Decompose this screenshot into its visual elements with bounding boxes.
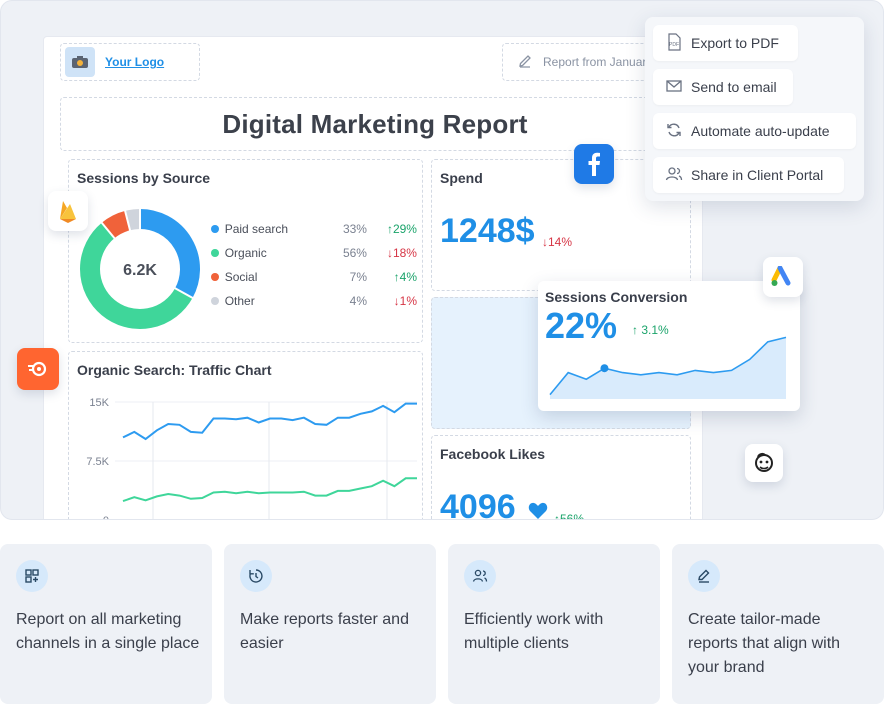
feature-card: Make reports faster and easier [224,544,436,704]
spend-value: 1248$ [440,212,535,250]
facebook-delta: ↑56% [554,512,585,520]
legend-percent: 33% [342,222,367,236]
share-portal-button[interactable]: Share in Client Portal [653,157,844,193]
svg-text:PDF: PDF [669,42,679,48]
heart-icon [528,502,548,519]
sessions-donut-chart: 6.2K [80,208,200,329]
legend-dot [211,249,219,257]
donut-separator [123,209,132,232]
organic-title: Organic Search: Traffic Chart [77,362,272,378]
hero-panel: Your Logo Report from January Digital Ma… [0,0,884,520]
feature-card: Create tailor-made reports that align wi… [672,544,884,704]
legend-percent: 4% [349,294,367,308]
sessions-title: Sessions by Source [77,170,211,186]
report-preview: Your Logo Report from January Digital Ma… [43,36,703,520]
organic-traffic-chart: 15K 7.5K 0 [86,397,417,520]
report-title: Digital Marketing Report [222,108,528,139]
facebook-likes-widget: Facebook Likes 4096 ↑56% [431,435,691,520]
legend-dot [211,297,219,305]
menu-item-label: Export to PDF [691,35,779,51]
export-menu: PDF Export to PDF Send to email Automate… [645,17,864,201]
facebook-title: Facebook Likes [440,446,546,462]
conversion-area-chart [549,336,787,399]
feature-card: Efficiently work with multiple clients [448,544,660,704]
conversion-delta: ↑ 3.1% [632,323,669,337]
feature-text: Efficiently work with multiple clients [464,611,604,652]
legend-percent: 56% [342,246,367,260]
area-line [549,336,787,396]
pdf-icon: PDF [665,32,683,54]
export-pdf-button[interactable]: PDF Export to PDF [653,25,798,61]
conversion-value: 22% [545,305,618,346]
series-line [122,477,417,503]
google-ads-icon [763,257,803,297]
donut-slice [139,209,200,298]
highlight-point [600,364,609,373]
mailchimp-icon [745,444,783,482]
send-email-button[interactable]: Send to email [653,69,793,105]
donut-slice [80,222,193,329]
legend-row: Other 4% ↓1% [211,292,417,310]
report-title-box[interactable]: Digital Marketing Report [60,97,690,151]
legend-label: Organic [224,246,267,260]
report-date-text: Report from January [543,55,653,69]
y-tick-label: 0 [103,515,109,520]
legend-delta: ↑4% [393,270,417,284]
semrush-icon [17,348,59,390]
legend-delta: ↑29% [386,222,417,236]
grid-plus-icon [16,560,48,592]
legend-dot [211,273,219,281]
spend-title: Spend [440,170,483,186]
donut-separator [173,286,194,300]
legend-label: Social [224,270,258,284]
organic-search-widget: Organic Search: Traffic Chart 15K 7.5K 0 [68,351,423,520]
sessions-total: 6.2K [123,262,157,279]
automate-update-button[interactable]: Automate auto-update [653,113,856,149]
edit-icon [688,560,720,592]
donut-separator [100,221,116,240]
donut-slice [125,209,141,231]
facebook-value: 4096 [440,488,516,520]
logo-image [65,47,95,77]
sessions-by-source-widget: Sessions by Source 6.2K Paid search 33% ↑2… [68,159,423,343]
legend-label: Paid search [224,222,289,236]
legend-row: Paid search 33% ↑29% [211,220,417,238]
clock-icon [240,560,272,592]
firebase-icon [48,191,88,231]
sessions-conversion-card: Sessions Conversion 22% ↑ 3.1% [538,281,800,411]
y-tick-label: 15K [89,397,109,409]
area-fill [550,337,786,399]
users-icon [665,165,683,186]
mail-icon [665,77,683,98]
facebook-icon [574,144,614,184]
logo-text[interactable]: Your Logo [105,55,165,69]
legend-label: Other [224,294,255,308]
conversion-title: Sessions Conversion [545,289,688,305]
series-line [122,402,417,441]
logo-placeholder[interactable]: Your Logo [60,43,200,81]
pencil-icon [517,53,533,72]
y-tick-label: 7.5K [86,456,109,468]
feature-text: Create tailor-made reports that align wi… [688,611,841,676]
legend-dot [211,225,219,233]
menu-item-label: Share in Client Portal [691,167,824,183]
legend-row: Social 7% ↑4% [211,268,417,286]
spend-widget: Spend 1248$ ↓14% [431,159,691,291]
spend-delta: ↓14% [542,235,573,249]
donut-slice [101,210,131,239]
legend-row: Organic 56% ↓18% [211,244,417,262]
legend-delta: ↓18% [386,246,417,260]
legend-delta: ↓1% [393,294,417,308]
refresh-icon [665,121,683,142]
users-icon [464,560,496,592]
menu-item-label: Automate auto-update [691,123,830,139]
feature-card: Report on all marketing channels in a si… [0,544,212,704]
feature-text: Report on all marketing channels in a si… [16,611,200,652]
legend-percent: 7% [349,270,367,284]
feature-text: Make reports faster and easier [240,611,409,652]
menu-item-label: Send to email [691,79,777,95]
